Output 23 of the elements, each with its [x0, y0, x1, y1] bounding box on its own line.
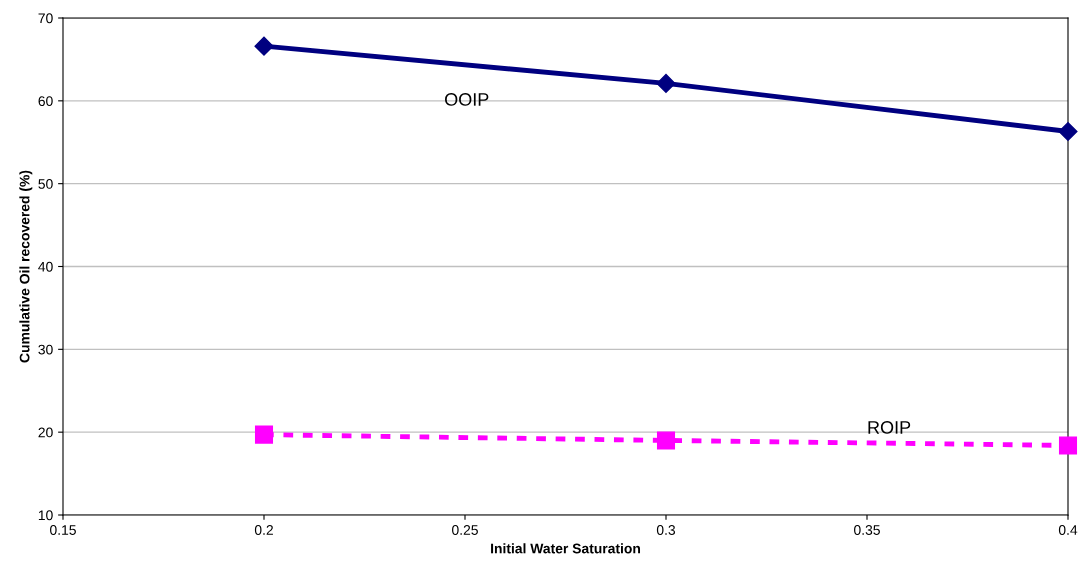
y-tick-label: 50	[38, 179, 53, 189]
x-tick-label: 0.4	[1058, 525, 1078, 535]
point	[1058, 436, 1078, 455]
x-tick-label: 0.3	[656, 525, 676, 535]
y-tick-label: 20	[38, 427, 53, 438]
point	[656, 431, 676, 450]
x-tick-label: 0.35	[854, 525, 880, 535]
point	[254, 425, 274, 444]
x-axis-title: Initial Water Saturation	[491, 543, 641, 554]
series-label: ROIP	[868, 421, 911, 434]
point	[656, 73, 676, 93]
x-tick-label: 0.2	[254, 525, 273, 535]
y-tick-label: 40	[38, 261, 53, 272]
x-tick-label: 0.25	[452, 525, 478, 535]
point	[1058, 121, 1078, 142]
y-tick-label: 10	[38, 510, 53, 521]
y-tick-label: 70	[38, 13, 53, 24]
y-tick-label: 60	[38, 96, 53, 106]
point	[254, 36, 274, 56]
y-axis-title: Cumulative Oil recovered (%)	[19, 170, 33, 363]
y-tick-label: 30	[38, 344, 53, 355]
series-label: OOIP	[445, 93, 489, 106]
x-tick-label: 0.15	[50, 525, 76, 535]
